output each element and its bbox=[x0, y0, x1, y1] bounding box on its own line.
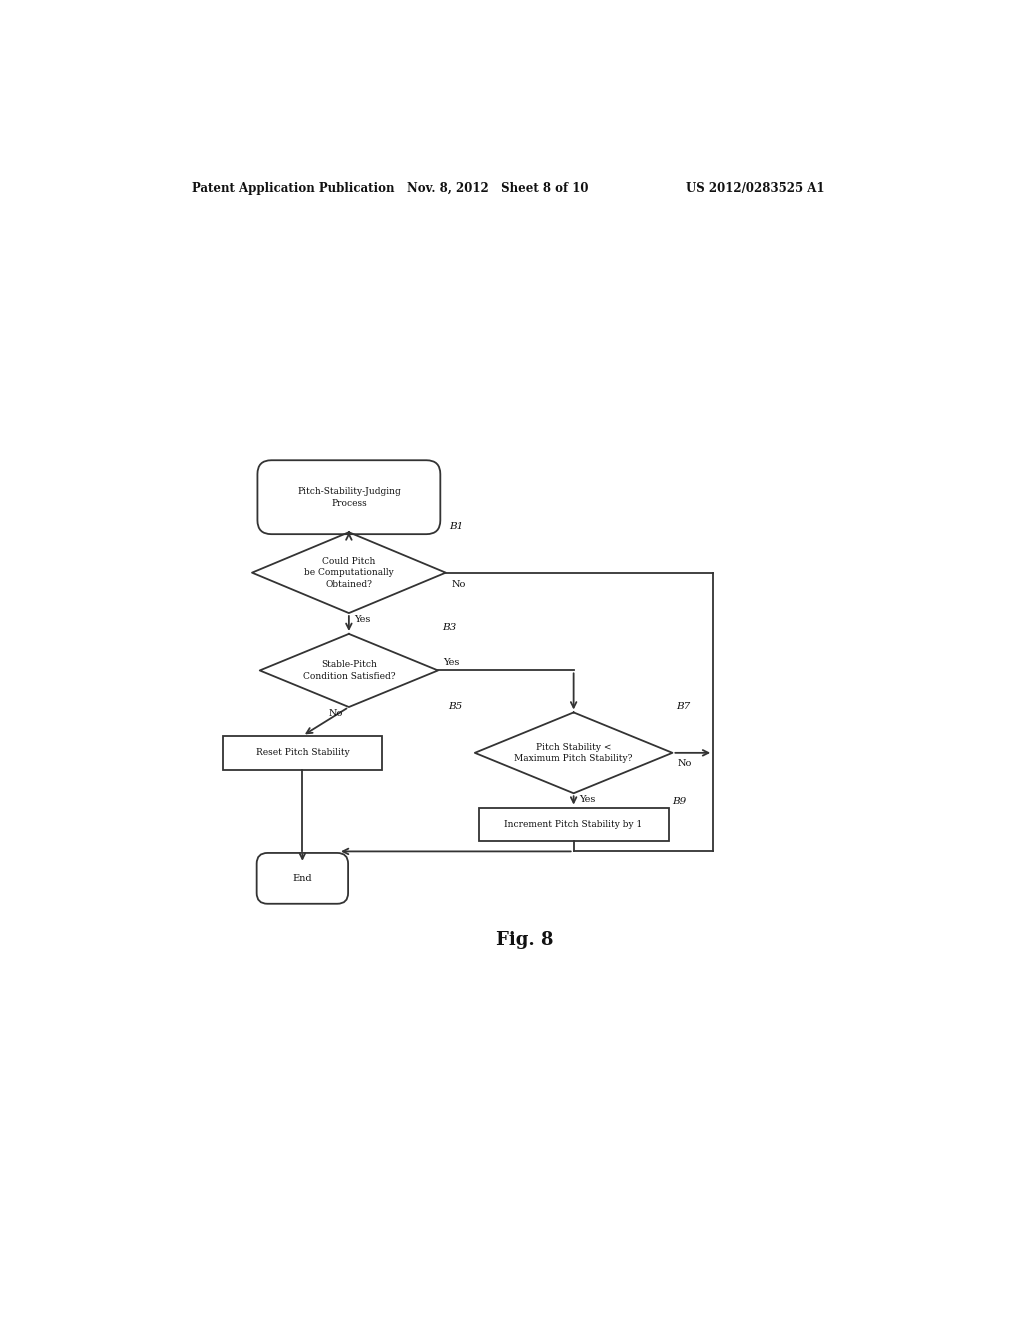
Text: Could Pitch
be Computationally
Obtained?: Could Pitch be Computationally Obtained? bbox=[304, 557, 394, 589]
Text: Reset Pitch Stability: Reset Pitch Stability bbox=[256, 748, 349, 758]
Text: Yes: Yes bbox=[579, 795, 595, 804]
Text: No: No bbox=[329, 709, 343, 718]
Text: Fig. 8: Fig. 8 bbox=[496, 931, 554, 949]
Text: No: No bbox=[452, 581, 466, 589]
Text: Patent Application Publication: Patent Application Publication bbox=[191, 182, 394, 194]
Text: Stable-Pitch
Condition Satisfied?: Stable-Pitch Condition Satisfied? bbox=[303, 660, 395, 681]
Text: B3: B3 bbox=[442, 623, 456, 632]
FancyBboxPatch shape bbox=[257, 461, 440, 535]
FancyBboxPatch shape bbox=[257, 853, 348, 904]
Text: B1: B1 bbox=[450, 521, 464, 531]
Text: Pitch Stability <
Maximum Pitch Stability?: Pitch Stability < Maximum Pitch Stabilit… bbox=[514, 743, 633, 763]
Text: B7: B7 bbox=[676, 702, 690, 711]
Text: B9: B9 bbox=[673, 797, 687, 807]
Text: B5: B5 bbox=[447, 702, 462, 711]
Text: Yes: Yes bbox=[354, 615, 371, 623]
Text: Increment Pitch Stability by 1: Increment Pitch Stability by 1 bbox=[505, 820, 643, 829]
Text: Yes: Yes bbox=[443, 659, 460, 668]
Text: Nov. 8, 2012   Sheet 8 of 10: Nov. 8, 2012 Sheet 8 of 10 bbox=[407, 182, 589, 194]
Bar bbox=[223, 737, 382, 770]
Bar bbox=[478, 808, 669, 841]
Text: US 2012/0283525 A1: US 2012/0283525 A1 bbox=[686, 182, 824, 194]
Text: Pitch-Stability-Judging
Process: Pitch-Stability-Judging Process bbox=[297, 487, 400, 508]
Text: No: No bbox=[678, 759, 692, 768]
Text: End: End bbox=[293, 874, 312, 883]
